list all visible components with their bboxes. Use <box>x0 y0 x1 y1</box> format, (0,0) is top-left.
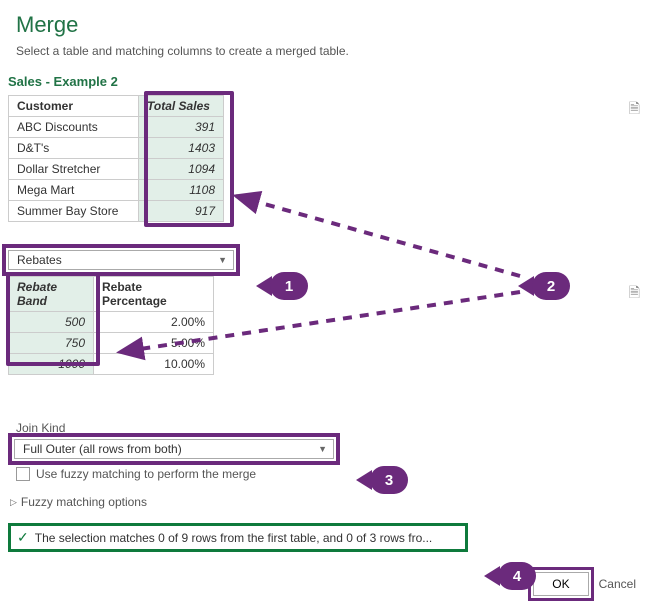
ok-button[interactable]: OK <box>533 572 588 596</box>
table-row[interactable]: 5002.00% <box>9 312 214 333</box>
cell: 391 <box>139 117 224 138</box>
cell: Mega Mart <box>9 180 139 201</box>
join-kind-label: Join Kind <box>0 381 650 437</box>
join-kind-value: Full Outer (all rows from both) <box>23 442 182 456</box>
expand-triangle-icon: ▷ <box>10 497 17 508</box>
fuzzy-options-label: Fuzzy matching options <box>21 495 147 509</box>
cell: 917 <box>139 201 224 222</box>
match-status-text: The selection matches 0 of 9 rows from t… <box>35 531 433 545</box>
callout-4-label: 4 <box>498 562 536 590</box>
callout-4: 4 <box>484 562 536 590</box>
cell: Summer Bay Store <box>9 201 139 222</box>
cell: 10.00% <box>94 354 214 375</box>
table2-wrap: Rebate Band Rebate Percentage 5002.00% 7… <box>8 276 634 375</box>
cancel-button[interactable]: Cancel <box>599 577 636 591</box>
join-kind-dropdown[interactable]: Full Outer (all rows from both) ▼ <box>14 439 334 459</box>
match-status-bar: ✓ The selection matches 0 of 9 rows from… <box>8 523 468 552</box>
table-row[interactable]: ABC Discounts391 <box>9 117 224 138</box>
table1[interactable]: Customer Total Sales ABC Discounts391 D&… <box>8 95 224 222</box>
cell: ABC Discounts <box>9 117 139 138</box>
table2-header-rebate-pct[interactable]: Rebate Percentage <box>94 277 214 312</box>
fuzzy-matching-checkbox[interactable] <box>16 467 30 481</box>
table-row[interactable]: Summer Bay Store917 <box>9 201 224 222</box>
table1-header-row: Customer Total Sales <box>9 96 224 117</box>
table-row[interactable]: D&T's1403 <box>9 138 224 159</box>
table1-header-customer[interactable]: Customer <box>9 96 139 117</box>
table1-name: Sales - Example 2 <box>0 70 650 95</box>
table2[interactable]: Rebate Band Rebate Percentage 5002.00% 7… <box>8 276 214 375</box>
check-icon: ✓ <box>17 529 29 546</box>
cell: D&T's <box>9 138 139 159</box>
table-row[interactable]: 100010.00% <box>9 354 214 375</box>
cell: 1403 <box>139 138 224 159</box>
chevron-down-icon: ▼ <box>318 444 327 454</box>
dialog-buttons: OK Cancel <box>533 572 636 596</box>
table1-header-total-sales[interactable]: Total Sales <box>139 96 224 117</box>
table1-wrap: Customer Total Sales ABC Discounts391 D&… <box>8 95 634 222</box>
table-row[interactable]: Dollar Stretcher1094 <box>9 159 224 180</box>
fuzzy-matching-label: Use fuzzy matching to perform the merge <box>36 467 256 481</box>
table2-header-row: Rebate Band Rebate Percentage <box>9 277 214 312</box>
dialog-subtitle: Select a table and matching columns to c… <box>0 40 650 70</box>
cell: 500 <box>9 312 94 333</box>
cell: 750 <box>9 333 94 354</box>
table-row[interactable]: 7505.00% <box>9 333 214 354</box>
table2-header-rebate-band[interactable]: Rebate Band <box>9 277 94 312</box>
second-table-dropdown-value: Rebates <box>17 253 62 267</box>
cell: 1094 <box>139 159 224 180</box>
second-table-dropdown[interactable]: Rebates ▼ <box>8 250 234 270</box>
cell: 1000 <box>9 354 94 375</box>
chevron-down-icon: ▼ <box>218 255 227 265</box>
fuzzy-options-expander[interactable]: ▷ Fuzzy matching options <box>0 485 650 517</box>
cell: 2.00% <box>94 312 214 333</box>
cell: Dollar Stretcher <box>9 159 139 180</box>
fuzzy-matching-checkbox-row[interactable]: Use fuzzy matching to perform the merge <box>0 463 650 485</box>
cell: 1108 <box>139 180 224 201</box>
table-row[interactable]: Mega Mart1108 <box>9 180 224 201</box>
dialog-title: Merge <box>0 0 650 40</box>
cell: 5.00% <box>94 333 214 354</box>
